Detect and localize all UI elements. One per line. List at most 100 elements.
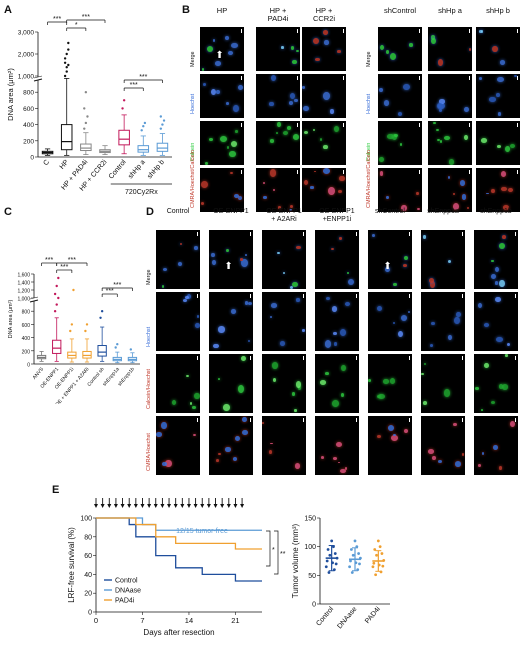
cell-blob (332, 400, 339, 408)
y-tick-label: 600 (22, 323, 31, 329)
cell-blob (232, 456, 237, 461)
arrow-icon: ⬆ (224, 261, 233, 273)
category-label: PAD4i (364, 605, 382, 625)
row-label: Hoechst (190, 93, 196, 114)
outlier-point (55, 303, 58, 306)
volume-point (324, 565, 328, 569)
cell-blob (263, 182, 266, 185)
cell-blob (338, 237, 343, 241)
cell-blob (389, 53, 396, 60)
x-axis-label: Days after resection (143, 628, 214, 637)
significance-bracket (274, 530, 279, 575)
cell-blob (240, 258, 243, 261)
cell-blob (204, 161, 208, 165)
cell-blob (263, 195, 267, 199)
micrograph-tile (421, 292, 465, 351)
micrograph-tile (315, 292, 359, 351)
axis-break-mark (29, 299, 39, 303)
row-label: CMRA/Hoechst/Calcein (190, 150, 196, 208)
outlier-point (143, 121, 147, 125)
cell-blob (248, 302, 252, 306)
cell-blob (368, 379, 372, 382)
dose-arrowhead (140, 504, 145, 508)
arrow-icon: ⬆ (215, 50, 224, 62)
panel-c-boxplot: 0 200 400 600 800 1,000 1,200 1,400 1,600 DNA are… (8, 257, 140, 404)
scale-mark (469, 76, 470, 80)
y-tick-label: 1,600 (17, 273, 30, 279)
y-tick-label: 1,000 (18, 74, 35, 81)
y-tick-label: 0 (30, 155, 34, 162)
micrograph-tile (476, 121, 520, 165)
cell-blob (291, 59, 297, 65)
outlier-point (67, 41, 70, 45)
micrograph-tile (156, 416, 200, 475)
scale-mark (356, 294, 357, 298)
cell-blob (302, 86, 305, 89)
cell-blob (201, 68, 205, 71)
outlier-point (63, 74, 67, 78)
cell-blob (498, 242, 505, 249)
cell-blob (499, 280, 505, 288)
cell-blob (315, 57, 320, 61)
dose-arrowhead (200, 504, 205, 508)
micrograph-tile (368, 354, 412, 413)
cell-blob (447, 176, 451, 180)
cell-blob (190, 401, 193, 405)
cell-blob (156, 432, 162, 437)
cell-blob (422, 235, 426, 239)
cell-blob (380, 44, 385, 50)
dose-arrowhead (206, 504, 211, 508)
cell-blob (430, 35, 436, 40)
dose-arrowhead (133, 504, 138, 508)
micrograph-tile (262, 416, 306, 475)
micrograph-tile (428, 168, 472, 212)
volume-point (326, 548, 330, 551)
column-header: shEnpp1a (427, 208, 459, 215)
scale-mark (517, 170, 518, 174)
cell-blob (385, 195, 389, 200)
dose-arrowhead (213, 504, 218, 508)
cell-blob (459, 179, 466, 186)
panel-e-survival-chart: 0 20 40 60 80 100 0 7 14 21 LRF-free survival (%) D… (67, 498, 286, 637)
dose-arrowhead (167, 504, 172, 508)
cell-blob (466, 207, 469, 210)
cell-blob (391, 435, 398, 442)
cell-blob (242, 417, 247, 422)
dose-arrowhead (220, 504, 225, 508)
cell-blob (195, 323, 200, 329)
cell-blob (492, 45, 498, 53)
cell-blob (230, 141, 238, 148)
cell-blob (494, 267, 499, 273)
column-header: shControl (375, 208, 405, 215)
cell-blob (240, 355, 246, 361)
significance-label: *** (113, 282, 121, 289)
cell-blob (279, 341, 285, 346)
y-tick-label: 800 (23, 90, 34, 97)
micrograph-tile (378, 74, 422, 118)
micrograph-tile (476, 168, 520, 212)
cell-blob (179, 242, 183, 246)
column-header: HP + PAD4i (267, 6, 289, 23)
scale-mark (409, 356, 410, 360)
cell-blob (437, 103, 444, 109)
column-header: shHp a (438, 6, 462, 15)
y-axis-label: DNA area (μm²) (8, 300, 14, 339)
cell-blob (480, 409, 483, 411)
significance-label: *** (53, 16, 61, 23)
scale-mark (515, 232, 516, 236)
cell-blob (322, 30, 328, 35)
scale-mark (517, 76, 518, 80)
outlier-point (161, 123, 164, 126)
cell-blob (345, 301, 351, 306)
cell-blob (499, 60, 506, 66)
cell-blob (276, 251, 280, 255)
cell-blob (270, 442, 273, 445)
dose-arrowhead (240, 504, 245, 508)
scale-mark (297, 76, 298, 80)
y-tick-label: 400 (22, 336, 31, 342)
outlier-point (65, 52, 68, 56)
scale-mark (303, 232, 304, 236)
y-tick-label: 60 (84, 553, 92, 560)
volume-point (353, 539, 357, 543)
cell-blob (490, 273, 497, 280)
